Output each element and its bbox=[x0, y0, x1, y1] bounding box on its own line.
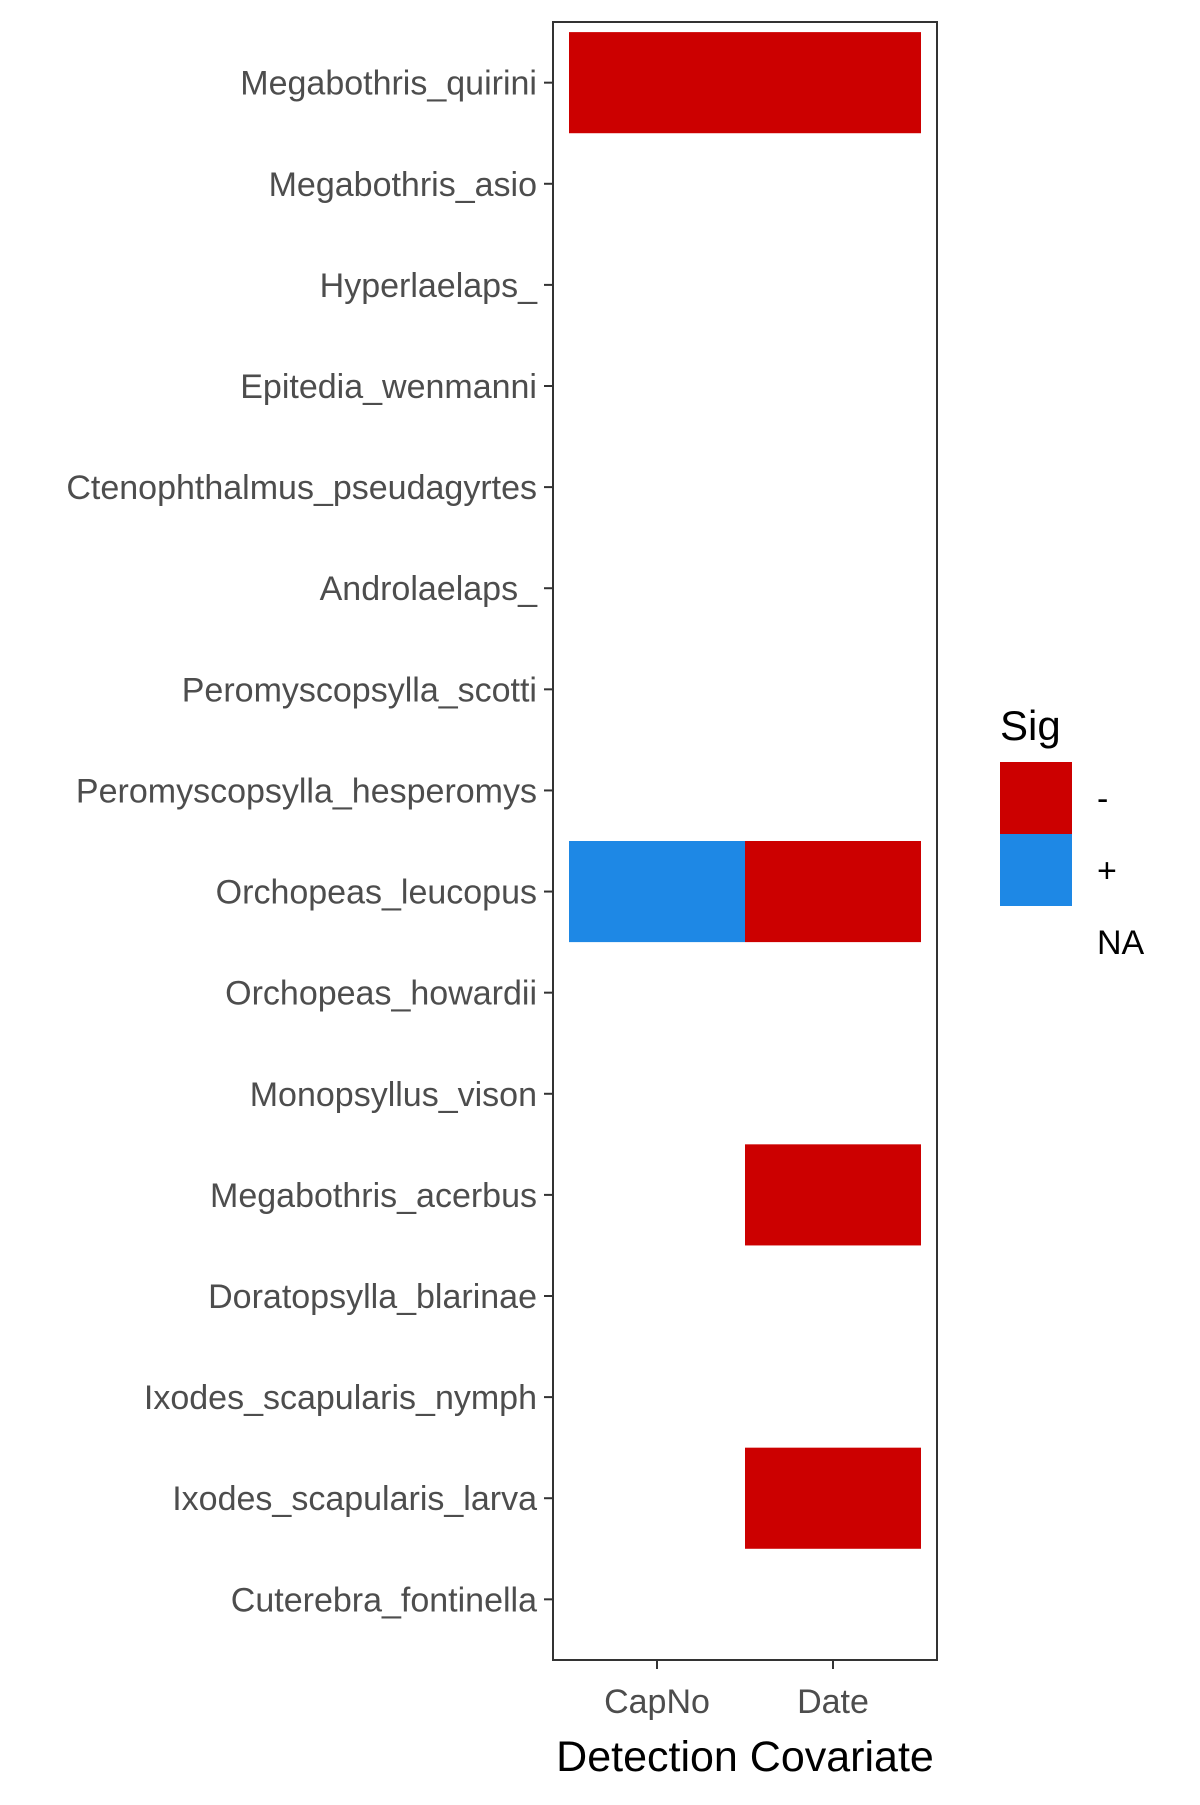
legend-key-na bbox=[1000, 906, 1072, 978]
y-tick-label-orchopeas-howardii: Orchopeas_howardii bbox=[225, 975, 537, 1013]
y-tick-label-megabothris-asio: Megabothris_asio bbox=[269, 166, 537, 204]
y-tick-label-androlaelaps: Androlaelaps_ bbox=[320, 570, 538, 608]
y-tick-label-ixodes-scapularis-nymph: Ixodes_scapularis_nymph bbox=[144, 1379, 537, 1417]
y-tick-label-orchopeas-leucopus: Orchopeas_leucopus bbox=[216, 874, 537, 912]
y-axis: Megabothris_quirini Megabothris_asio Hyper… bbox=[66, 65, 553, 1619]
cell-orchopeas-leucopus-date bbox=[745, 841, 921, 943]
cell-megabothris-quirini-date bbox=[745, 32, 921, 134]
cell-megabothris-quirini-capno bbox=[569, 32, 745, 134]
y-tick-label-megabothris-quirini: Megabothris_quirini bbox=[240, 65, 537, 103]
cells-layer bbox=[569, 32, 921, 1549]
legend-key-minus bbox=[1000, 762, 1072, 834]
legend-title: Sig bbox=[1000, 702, 1061, 749]
x-tick-label-capno: CapNo bbox=[604, 1683, 710, 1721]
y-tick-label-ctenophthalmus-pseudagyrtes: Ctenophthalmus_pseudagyrtes bbox=[66, 469, 537, 507]
y-tick-label-ixodes-scapularis-larva: Ixodes_scapularis_larva bbox=[172, 1480, 537, 1518]
y-tick-label-cuterebra-fontinella: Cuterebra_fontinella bbox=[231, 1581, 537, 1619]
y-tick-label-epitedia-wenmanni: Epitedia_wenmanni bbox=[240, 368, 537, 406]
legend-label-na: NA bbox=[1097, 924, 1145, 962]
x-axis: CapNo Date bbox=[604, 1660, 869, 1721]
legend-label-plus: + bbox=[1097, 852, 1117, 890]
y-tick-label-hyperlaelaps: Hyperlaelaps_ bbox=[320, 267, 538, 305]
legend-key-plus bbox=[1000, 834, 1072, 906]
cell-orchopeas-leucopus-capno bbox=[569, 841, 745, 943]
y-tick-label-peromyscopsylla-scotti: Peromyscopsylla_scotti bbox=[182, 671, 537, 709]
plot-panel-border bbox=[552, 21, 938, 1661]
legend-label-minus: - bbox=[1097, 780, 1108, 818]
x-axis-title: Detection Covariate bbox=[556, 1733, 934, 1781]
y-tick-label-megabothris-acerbus: Megabothris_acerbus bbox=[210, 1177, 537, 1215]
cell-ixodes-scapularis-larva-date bbox=[745, 1447, 921, 1549]
y-tick-label-monopsyllus-vison: Monopsyllus_vison bbox=[250, 1076, 537, 1114]
y-tick-label-peromyscopsylla-hesperomys: Peromyscopsylla_hesperomys bbox=[76, 772, 537, 810]
x-tick-label-date: Date bbox=[797, 1683, 869, 1721]
y-tick-label-doratopsylla-blarinae: Doratopsylla_blarinae bbox=[208, 1278, 537, 1316]
legend: Sig - + NA bbox=[1000, 702, 1145, 978]
cell-megabothris-acerbus-date bbox=[745, 1144, 921, 1246]
